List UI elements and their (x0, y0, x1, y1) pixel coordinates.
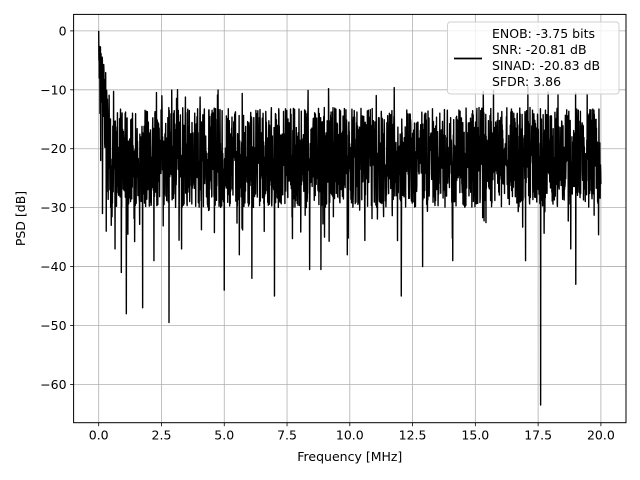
y-tick-label: −40 (40, 259, 66, 274)
x-tick-label: 5.0 (214, 428, 234, 443)
x-tick-label: 2.5 (152, 428, 172, 443)
legend-entry-snr: SNR: -20.81 dB (492, 42, 587, 57)
legend-entry-enob: ENOB: -3.75 bits (492, 26, 595, 41)
x-axis-label: Frequency [MHz] (297, 449, 402, 464)
legend-entry-sinad: SINAD: -20.83 dB (492, 58, 600, 73)
y-tick-label: 0 (59, 23, 67, 38)
legend-box (447, 21, 620, 95)
y-tick-label: −60 (40, 377, 66, 392)
x-tick-label: 7.5 (277, 428, 297, 443)
y-tick-label: −50 (40, 318, 66, 333)
y-tick-label: −30 (40, 200, 66, 215)
y-axis-ticks: 0 −10 −20 −30 −40 −50 −60 (40, 23, 74, 392)
x-tick-label: 0.0 (89, 428, 109, 443)
y-tick-label: −20 (40, 141, 66, 156)
x-axis-ticks: 0.0 2.5 5.0 7.5 10.0 12.5 15.0 17.5 20.0 (89, 422, 615, 443)
x-tick-label: 17.5 (524, 428, 552, 443)
x-tick-label: 10.0 (336, 428, 364, 443)
y-axis-label: PSD [dB] (13, 191, 28, 246)
x-tick-label: 12.5 (399, 428, 427, 443)
plot-frame (73, 13, 627, 424)
x-tick-label: 20.0 (587, 428, 615, 443)
psd-trace (98, 30, 602, 406)
psd-line (98, 30, 602, 406)
legend: ENOB: -3.75 bits SNR: -20.81 dB SINAD: -… (447, 21, 620, 95)
legend-entry-sfdr: SFDR: 3.86 (492, 74, 561, 89)
y-tick-label: −10 (40, 82, 66, 97)
x-tick-label: 15.0 (461, 428, 489, 443)
